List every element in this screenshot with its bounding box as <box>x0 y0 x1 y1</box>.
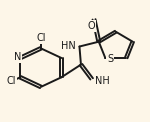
Text: Cl: Cl <box>36 33 46 43</box>
Text: O: O <box>88 21 95 31</box>
Text: S: S <box>107 54 113 64</box>
Text: N: N <box>14 52 22 62</box>
Text: HN: HN <box>61 41 75 51</box>
Text: NH: NH <box>95 76 110 86</box>
Text: Cl: Cl <box>6 76 16 86</box>
